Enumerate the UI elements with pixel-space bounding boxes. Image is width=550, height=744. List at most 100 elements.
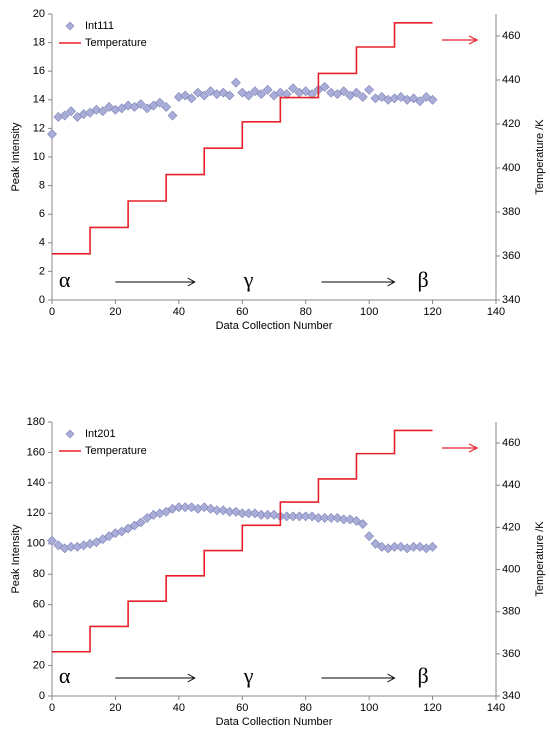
y-tick-label: 180 (27, 416, 45, 428)
y-tick-label: 18 (33, 37, 45, 49)
phase-label: γ (243, 663, 254, 688)
y-tick-label: 140 (27, 477, 45, 489)
x-tick-label: 100 (360, 306, 378, 318)
x-tick-label: 40 (173, 306, 185, 318)
phase-label: α (59, 267, 71, 292)
arrow-head (387, 277, 396, 287)
y2-tick-label: 360 (502, 648, 520, 660)
data-point (256, 89, 267, 100)
axis-arrow-head (468, 35, 479, 45)
y-tick-label: 120 (27, 507, 45, 519)
data-point (47, 535, 57, 546)
y2-tick-label: 360 (502, 250, 520, 262)
arrow-head (387, 673, 396, 683)
y2-tick-label: 420 (502, 118, 520, 130)
y-tick-label: 6 (39, 208, 45, 220)
x-axis-label: Data Collection Number (216, 716, 333, 728)
y-tick-label: 16 (33, 65, 45, 77)
temperature-line (52, 22, 433, 255)
y2-axis-label: Temperature /K (534, 119, 546, 195)
phase-label: α (59, 663, 71, 688)
y-tick-label: 80 (33, 568, 45, 580)
data-point (47, 129, 57, 140)
y2-tick-label: 460 (502, 437, 520, 449)
phase-label: β (417, 663, 428, 688)
data-point (364, 531, 375, 542)
data-point (427, 541, 438, 552)
y-axis-label: Peak Intensity (10, 122, 22, 192)
data-point (199, 90, 210, 101)
phase-label: γ (243, 267, 254, 292)
temperature-line (52, 429, 433, 653)
y2-tick-label: 340 (502, 690, 520, 702)
data-point (224, 90, 235, 101)
y2-tick-label: 460 (502, 30, 520, 42)
phase-label: β (417, 267, 428, 292)
y2-tick-label: 380 (502, 206, 520, 218)
x-tick-label: 40 (173, 702, 185, 714)
x-axis-label: Data Collection Number (216, 320, 333, 332)
y-tick-label: 60 (33, 599, 45, 611)
x-tick-label: 0 (49, 306, 55, 318)
data-point (66, 106, 76, 117)
data-point (262, 84, 273, 95)
x-tick-label: 20 (109, 702, 121, 714)
data-point (281, 89, 292, 100)
y-tick-label: 100 (27, 538, 45, 550)
y-tick-label: 10 (33, 151, 45, 163)
x-tick-label: 80 (300, 702, 312, 714)
x-tick-label: 100 (360, 702, 378, 714)
y-tick-label: 40 (33, 629, 45, 641)
data-point (97, 106, 108, 117)
chart: 0 2 4 6 8 10 12 14 16 18 20 340 360 380 400 420 440 460 0 2… (10, 8, 546, 332)
data-point (288, 83, 298, 94)
data-point (161, 102, 172, 112)
chart: 0204060801001201401601803403603804004204… (10, 416, 546, 728)
data-point (364, 84, 375, 95)
y2-tick-label: 340 (502, 294, 520, 306)
y2-tick-label: 440 (502, 74, 520, 86)
data-point (186, 93, 197, 104)
y-tick-label: 12 (33, 122, 45, 134)
x-tick-label: 60 (236, 702, 248, 714)
y-tick-label: 2 (39, 265, 45, 277)
y-tick-label: 160 (27, 446, 45, 458)
x-tick-label: 80 (300, 306, 312, 318)
data-point (357, 92, 368, 102)
y2-tick-label: 380 (502, 606, 520, 618)
y2-tick-label: 400 (502, 162, 520, 174)
data-point (351, 87, 362, 98)
arrow-head (187, 277, 196, 287)
legend-label: Int201 (85, 428, 116, 440)
x-tick-label: 20 (109, 306, 121, 318)
x-tick-label: 0 (49, 702, 55, 714)
y-tick-label: 4 (39, 237, 45, 249)
data-point (59, 110, 70, 121)
y-tick-label: 8 (39, 180, 45, 192)
y2-tick-label: 420 (502, 521, 520, 533)
x-tick-label: 140 (487, 306, 505, 318)
x-tick-label: 120 (423, 306, 441, 318)
legend-label: Temperature (85, 445, 147, 457)
legend-swatch (65, 21, 75, 31)
data-point (427, 94, 438, 105)
data-point (135, 517, 146, 528)
y2-tick-label: 400 (502, 563, 520, 575)
legend-label: Temperature (85, 37, 147, 49)
axis-arrow-head (468, 443, 479, 453)
y-tick-label: 20 (33, 659, 45, 671)
data-point (414, 96, 425, 107)
data-point (307, 89, 317, 100)
data-point (319, 82, 330, 92)
legend-label: Int111 (85, 20, 114, 32)
y-tick-label: 14 (33, 94, 45, 106)
x-tick-label: 120 (423, 702, 441, 714)
x-tick-label: 60 (236, 306, 248, 318)
y-tick-label: 0 (39, 690, 45, 702)
data-point (154, 97, 165, 108)
legend-swatch (65, 429, 75, 439)
y-tick-label: 0 (39, 294, 45, 306)
y-axis-label: Peak Intensity (10, 524, 22, 594)
data-point (357, 519, 368, 529)
